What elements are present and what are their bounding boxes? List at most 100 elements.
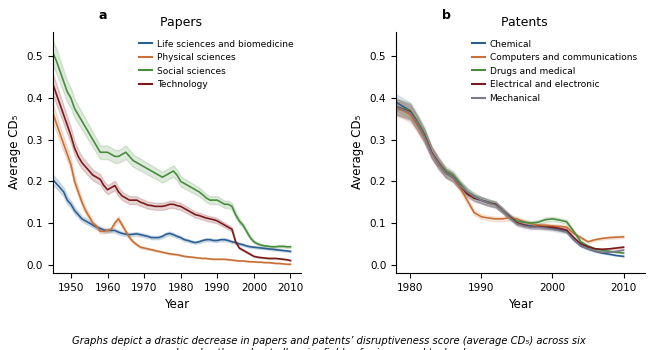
Mechanical bbox=[449, 175, 457, 179]
Drugs and medical bbox=[549, 217, 557, 221]
Chemical bbox=[506, 215, 514, 219]
Drugs and medical bbox=[456, 181, 464, 186]
Chemical bbox=[392, 100, 400, 104]
Electrical and electronic bbox=[413, 121, 421, 125]
Computers and communications bbox=[591, 238, 599, 242]
Drugs and medical bbox=[563, 220, 570, 224]
Electrical and electronic bbox=[435, 161, 443, 165]
Drugs and medical bbox=[435, 161, 443, 165]
Electrical and electronic bbox=[406, 110, 414, 114]
Text: Graphs depict a drastic decrease in papers and patents’ disruptiveness score (av: Graphs depict a drastic decrease in pape… bbox=[72, 336, 586, 350]
Mechanical bbox=[534, 225, 542, 229]
Electrical and electronic bbox=[420, 133, 428, 138]
Mechanical bbox=[555, 229, 563, 233]
Electrical and electronic bbox=[534, 224, 542, 229]
Computers and communications bbox=[484, 216, 492, 220]
Mechanical bbox=[428, 151, 436, 155]
Mechanical bbox=[598, 250, 606, 254]
Legend: Life sciences and biomedicine, Physical sciences, Social sciences, Technology: Life sciences and biomedicine, Physical … bbox=[135, 36, 297, 93]
Chemical bbox=[406, 108, 414, 113]
Mechanical bbox=[605, 250, 613, 254]
Electrical and electronic bbox=[463, 192, 471, 196]
Mechanical bbox=[399, 108, 407, 112]
Social sciences bbox=[122, 150, 130, 154]
Physical sciences bbox=[67, 163, 75, 167]
Computers and communications bbox=[435, 163, 443, 167]
Chemical bbox=[520, 223, 528, 227]
Technology bbox=[49, 82, 57, 86]
Computers and communications bbox=[563, 225, 570, 229]
Life sciences and biomedicine bbox=[268, 247, 276, 251]
Electrical and electronic bbox=[527, 225, 535, 229]
Chemical bbox=[605, 252, 613, 256]
Electrical and electronic bbox=[442, 171, 449, 175]
Drugs and medical bbox=[442, 169, 449, 173]
Computers and communications bbox=[555, 224, 563, 229]
Drugs and medical bbox=[413, 119, 421, 123]
Electrical and electronic bbox=[456, 183, 464, 188]
Drugs and medical bbox=[406, 108, 414, 113]
Electrical and electronic bbox=[591, 247, 599, 251]
Computers and communications bbox=[420, 135, 428, 140]
Electrical and electronic bbox=[492, 202, 499, 206]
Computers and communications bbox=[613, 235, 620, 239]
Mechanical bbox=[499, 209, 507, 213]
Computers and communications bbox=[534, 223, 542, 227]
Mechanical bbox=[456, 183, 464, 188]
Drugs and medical bbox=[527, 221, 535, 225]
Legend: Chemical, Computers and communications, Drugs and medical, Electrical and electr: Chemical, Computers and communications, … bbox=[468, 36, 640, 106]
Drugs and medical bbox=[392, 104, 400, 108]
Computers and communications bbox=[605, 236, 613, 240]
Physical sciences bbox=[286, 262, 294, 266]
Physical sciences bbox=[151, 248, 159, 253]
Chemical bbox=[613, 253, 620, 258]
Electrical and electronic bbox=[542, 225, 549, 229]
Computers and communications bbox=[549, 224, 557, 228]
Physical sciences bbox=[49, 111, 57, 115]
Drugs and medical bbox=[542, 218, 549, 222]
Electrical and electronic bbox=[470, 196, 478, 200]
Computers and communications bbox=[527, 222, 535, 226]
Chemical bbox=[577, 244, 585, 248]
Chemical bbox=[513, 221, 521, 225]
Social sciences bbox=[268, 245, 276, 249]
Mechanical bbox=[484, 201, 492, 205]
Drugs and medical bbox=[420, 131, 428, 135]
Chemical bbox=[563, 229, 570, 233]
Life sciences and biomedicine bbox=[236, 242, 243, 246]
Line: Drugs and medical: Drugs and medical bbox=[382, 100, 624, 253]
Mechanical bbox=[435, 161, 443, 166]
Social sciences bbox=[286, 245, 294, 249]
Physical sciences bbox=[268, 261, 276, 265]
Chemical bbox=[378, 92, 386, 96]
Drugs and medical bbox=[484, 200, 492, 204]
Social sciences bbox=[49, 50, 57, 54]
Mechanical bbox=[385, 101, 393, 105]
Computers and communications bbox=[492, 217, 499, 221]
Electrical and electronic bbox=[392, 104, 400, 108]
Life sciences and biomedicine bbox=[122, 232, 130, 236]
Physical sciences bbox=[236, 259, 243, 263]
Line: Chemical: Chemical bbox=[382, 94, 624, 256]
Drugs and medical bbox=[378, 98, 386, 102]
Line: Physical sciences: Physical sciences bbox=[53, 113, 290, 264]
Computers and communications bbox=[478, 215, 486, 219]
X-axis label: Year: Year bbox=[164, 298, 190, 311]
X-axis label: Year: Year bbox=[508, 298, 533, 311]
Drugs and medical bbox=[613, 250, 620, 254]
Chemical bbox=[620, 254, 628, 258]
Computers and communications bbox=[470, 210, 478, 215]
Computers and communications bbox=[385, 102, 393, 106]
Social sciences bbox=[107, 152, 115, 156]
Mechanical bbox=[413, 121, 421, 125]
Mechanical bbox=[563, 230, 570, 234]
Chemical bbox=[435, 163, 443, 167]
Electrical and electronic bbox=[385, 102, 393, 106]
Technology bbox=[236, 246, 243, 250]
Computers and communications bbox=[598, 236, 606, 240]
Electrical and electronic bbox=[620, 245, 628, 249]
Chemical bbox=[591, 249, 599, 253]
Chemical bbox=[492, 202, 499, 206]
Mechanical bbox=[420, 134, 428, 139]
Computers and communications bbox=[584, 240, 592, 244]
